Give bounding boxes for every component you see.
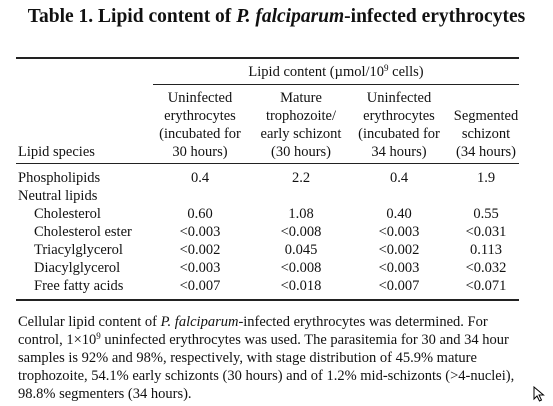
header-lipid-species: Lipid species: [18, 144, 95, 160]
row-label: Diacylglycerol: [34, 260, 121, 276]
cell: 1.9: [476, 170, 496, 186]
row-label: Triacylglycerol: [34, 242, 123, 258]
cell: <0.071: [465, 278, 507, 294]
cell: 0.4: [190, 170, 210, 186]
cell: <0.008: [280, 224, 322, 240]
cell: <0.007: [378, 278, 420, 294]
cell: 0.55: [473, 206, 499, 222]
cell: 0.60: [187, 206, 213, 222]
row-label: Phospholipids: [18, 170, 101, 186]
header-col-3: Uninfected erythrocytes (incubated for 3…: [358, 90, 440, 160]
cell: <0.003: [179, 260, 221, 276]
header-col-1: Uninfected erythrocytes (incubated for 3…: [159, 90, 241, 160]
cell: <0.002: [179, 242, 221, 258]
bottom-rule: [16, 299, 519, 301]
cell: <0.002: [378, 242, 420, 258]
cell: <0.003: [378, 260, 420, 276]
header-col-2: Mature trophozoite/ early schizont (30 h…: [260, 90, 342, 160]
top-rule: [16, 57, 519, 59]
cell: <0.031: [465, 224, 507, 240]
cell: <0.003: [179, 224, 221, 240]
cell: 0.113: [469, 242, 503, 258]
mouse-pointer-icon: [533, 386, 545, 402]
cell: <0.032: [465, 260, 507, 276]
cell: 0.045: [284, 242, 318, 258]
cell: <0.018: [280, 278, 322, 294]
header-rule: [16, 163, 519, 164]
row-label: Cholesterol ester: [34, 224, 132, 240]
cell: <0.003: [378, 224, 420, 240]
row-label: Neutral lipids: [18, 188, 98, 204]
cell: 1.08: [288, 206, 314, 222]
group-rule: [153, 84, 519, 85]
cell: 0.4: [389, 170, 409, 186]
table-footnote: Cellular lipid content of P. falciparum-…: [18, 314, 515, 402]
cell: <0.008: [280, 260, 322, 276]
column-group-label: Lipid content (µmol/109 cells): [248, 63, 424, 81]
cell: 0.40: [386, 206, 412, 222]
table-title: Table 1. Lipid content of P. falciparum-…: [27, 6, 526, 27]
cell: 2.2: [291, 170, 311, 186]
row-label: Free fatty acids: [34, 278, 124, 294]
header-col-4: Segmented schizont (34 hours): [453, 108, 519, 160]
cell: <0.007: [179, 278, 221, 294]
row-label: Cholesterol: [34, 206, 101, 222]
